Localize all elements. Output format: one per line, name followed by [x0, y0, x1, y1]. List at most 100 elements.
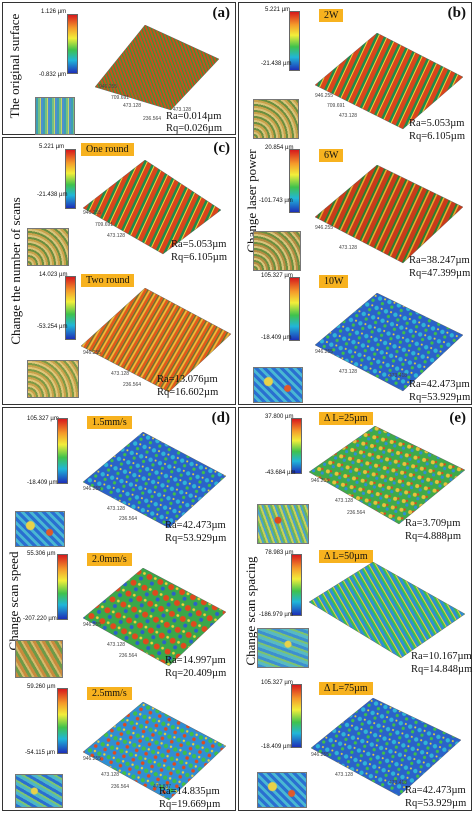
scale-max: 1.126 µm	[41, 9, 67, 15]
ra-value: Ra=5.053µm	[409, 118, 465, 129]
rq-value: Rq=6.105µm	[409, 131, 466, 142]
panel-a: (a) The original surface 1.126 µm -0.832…	[2, 2, 236, 135]
axis-tick: 473.128	[123, 103, 142, 109]
surface-thumbnail	[35, 97, 75, 135]
ra-value: Ra=5.053µm	[171, 239, 227, 250]
colorbar	[291, 684, 302, 748]
axis-tick: 946.255	[83, 350, 102, 356]
axis-tick: 473.418	[389, 780, 408, 786]
ra-value: Ra=10.167µm	[411, 651, 472, 662]
surface-3d-map	[315, 293, 464, 392]
axis-tick: 473.128	[107, 233, 126, 239]
surface-thumbnail	[27, 228, 69, 266]
axis-tick: 473.128	[111, 371, 130, 377]
surface-thumbnail	[15, 511, 65, 547]
condition-tag: Δ L=50µm	[319, 550, 373, 563]
axis-tick: 236.564	[111, 784, 130, 790]
colorbar	[289, 11, 300, 71]
ra-value: Ra=42.473µm	[409, 379, 470, 390]
colorbar	[65, 276, 76, 340]
axis-tick: 709.691	[111, 95, 130, 101]
axis-tick: 473.837	[153, 784, 172, 790]
axis-tick: 473.128	[335, 772, 354, 778]
axis-tick: 946.255	[99, 84, 118, 90]
scale-max: 20.854 µm	[265, 145, 294, 151]
scale-max: 37.800 µm	[265, 414, 294, 420]
rq-value: Rq=19.669µm	[159, 799, 221, 810]
scale-min: -18.409 µm	[27, 480, 58, 486]
axis-tick: 946.255	[83, 756, 102, 762]
axis-tick: 473.128	[339, 245, 358, 251]
surface-3d-map	[311, 698, 462, 797]
surface-thumbnail	[253, 99, 299, 139]
surface-thumbnail	[15, 640, 63, 678]
axis-tick: 473.128	[335, 498, 354, 504]
axis-tick: 473.128	[101, 772, 120, 778]
axis-tick: 946.255	[311, 752, 330, 758]
colorbar	[57, 554, 68, 620]
surface-3d-map	[83, 568, 227, 667]
axis-tick: 946.255	[311, 478, 330, 484]
surface-thumbnail	[257, 628, 309, 668]
colorbar	[57, 688, 68, 754]
scale-max: 59.260 µm	[27, 684, 56, 690]
condition-tag: Δ L=25µm	[319, 412, 373, 425]
surface-3d-map	[315, 33, 464, 130]
condition-tag: 10W	[319, 275, 349, 288]
ra-value: Ra=42.473µm	[165, 520, 226, 531]
ra-value: Ra=42.473µm	[405, 785, 466, 796]
panel-label: (d)	[211, 410, 230, 426]
scale-min: -43.684 µm	[265, 470, 296, 476]
surface-3d-map	[315, 165, 464, 264]
axis-tick: 946.255	[83, 486, 102, 492]
scale-min: -186.979 µm	[259, 612, 293, 618]
condition-tag: 2.0mm/s	[87, 553, 132, 566]
scale-max: 5.221 µm	[39, 144, 65, 150]
surface-thumbnail	[253, 231, 301, 271]
scale-min: -53.254 µm	[37, 324, 68, 330]
colorbar	[289, 277, 300, 341]
ra-value: Ra=14.997µm	[165, 655, 226, 666]
axis-tick: 946.255	[83, 622, 102, 628]
axis-tick: 473.418	[389, 373, 408, 379]
rq-value: Rq=53.929µm	[165, 533, 227, 544]
scale-min: -101.743 µm	[259, 198, 293, 204]
scale-min: -21.438 µm	[37, 192, 68, 198]
surface-thumbnail	[253, 367, 303, 403]
axis-tick: 946.255	[315, 225, 334, 231]
panel-label: (e)	[449, 410, 466, 426]
surface-3d-map	[309, 426, 466, 525]
scale-min: -21.438 µm	[261, 61, 292, 67]
surface-3d-map	[83, 702, 227, 801]
scale-min: -207.220 µm	[23, 616, 57, 622]
colorbar	[289, 149, 300, 213]
surface-thumbnail	[27, 360, 79, 398]
axis-tick: 473.128	[339, 113, 358, 119]
condition-tag: 2.5mm/s	[87, 687, 132, 700]
axis-tick: 236.564	[123, 382, 142, 388]
rq-value: Rq=53.929µm	[409, 392, 471, 403]
axis-tick: 473.128	[339, 369, 358, 375]
scale-max: 55.306 µm	[27, 551, 56, 557]
scale-max: 105.327 µm	[27, 416, 59, 422]
colorbar	[291, 418, 302, 474]
ra-value: Ra=14.835µm	[159, 786, 220, 797]
scale-min: -18.409 µm	[261, 744, 292, 750]
rq-value: Rq=14.848µm	[411, 664, 473, 675]
rq-value: Rq=47.399µm	[409, 268, 471, 279]
surface-3d-map	[83, 432, 227, 529]
surface-3d-map	[95, 25, 220, 111]
axis-tick: 709.691	[327, 103, 346, 109]
panel-c: (c) Change the number of scans 5.221 µm …	[2, 137, 236, 405]
condition-tag: One round	[81, 143, 134, 156]
axis-tick: 473.128	[107, 642, 126, 648]
scale-min: -0.832 µm	[39, 72, 67, 78]
ra-value: Ra=0.014µm	[166, 111, 222, 122]
condition-tag: 2W	[319, 9, 344, 22]
panel-label: (b)	[447, 5, 466, 21]
axis-tick: 236.564	[347, 510, 366, 516]
scale-min: -54.115 µm	[25, 750, 56, 756]
scale-max: 105.327 µm	[261, 273, 293, 279]
surface-thumbnail	[257, 504, 309, 544]
rq-value: Rq=16.602µm	[157, 387, 219, 398]
